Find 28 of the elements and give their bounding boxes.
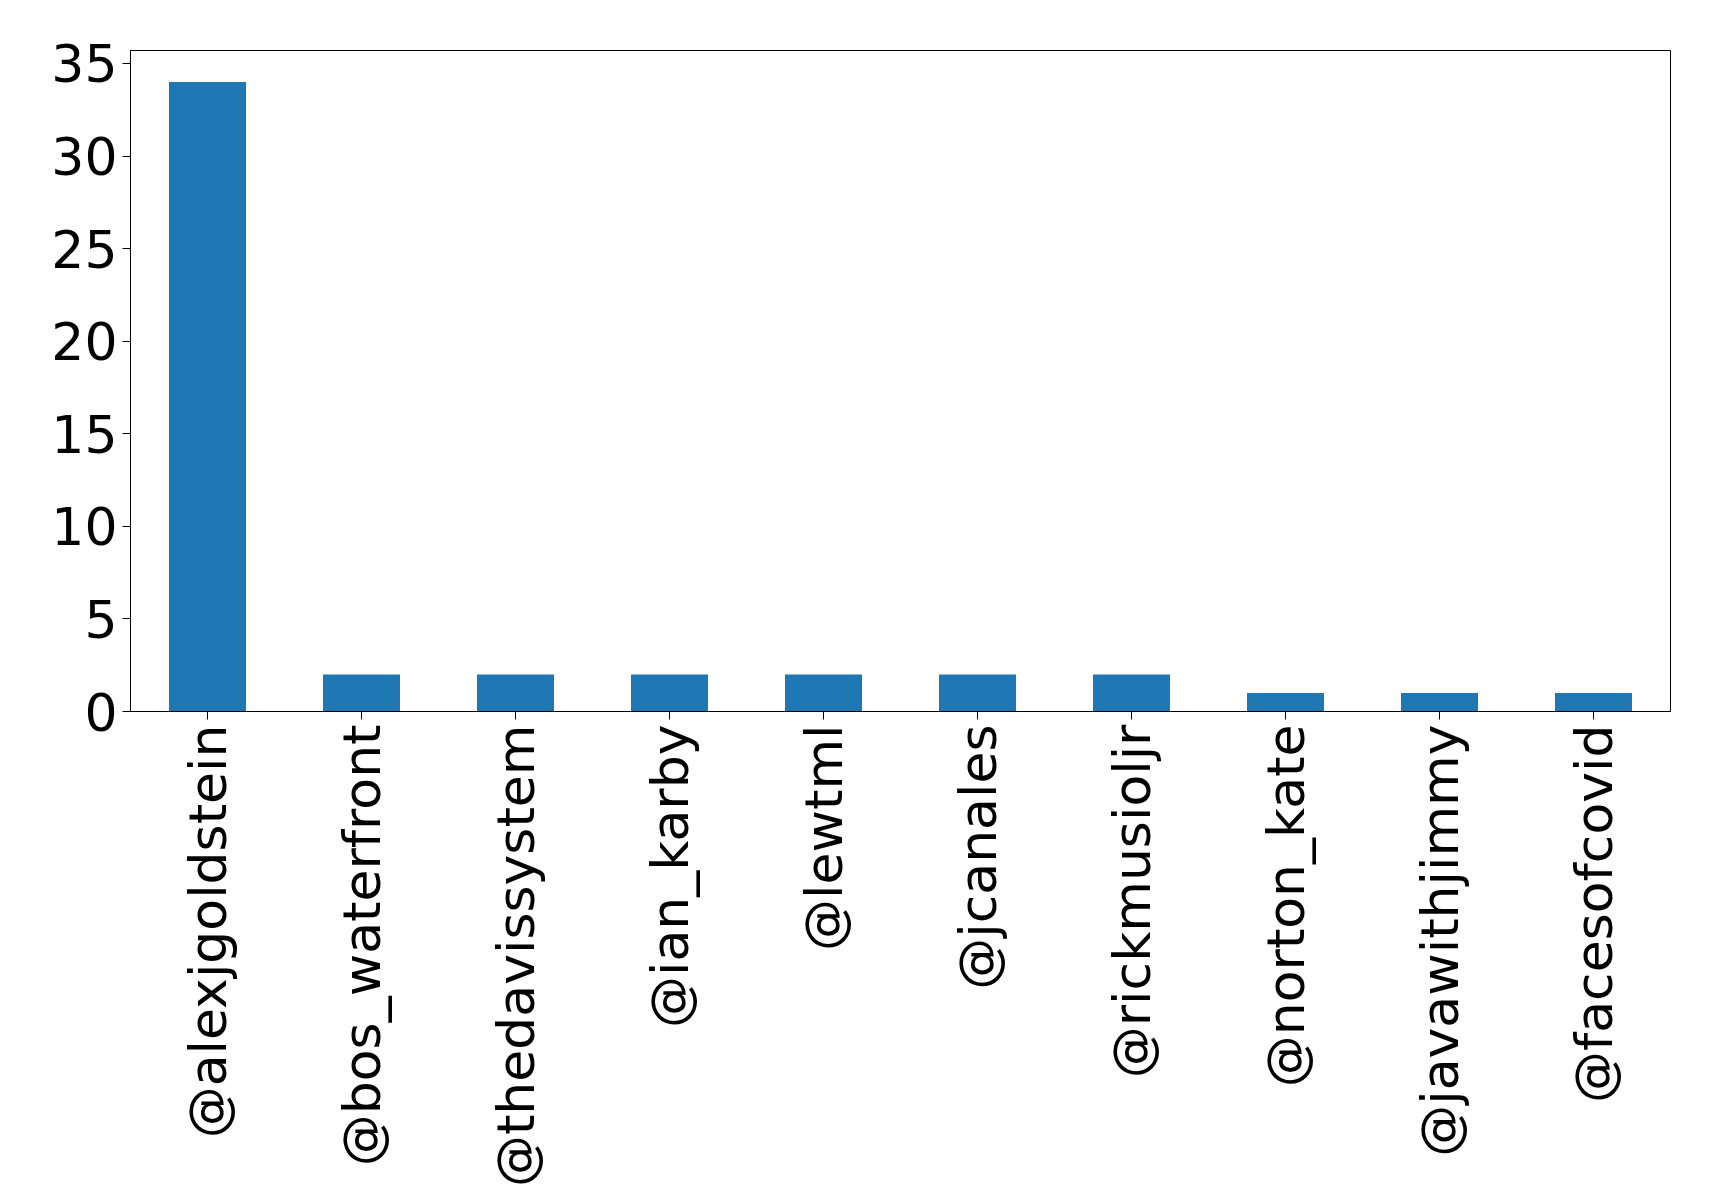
bar xyxy=(1555,692,1632,712)
y-tick-label: 10 xyxy=(51,497,118,558)
y-tick-label: 20 xyxy=(51,312,118,373)
x-tick-label: @jcanales xyxy=(947,724,1008,990)
bar xyxy=(169,81,246,712)
x-tick-label: @rickmusioljr xyxy=(1101,723,1162,1079)
bar xyxy=(1093,674,1170,712)
bar xyxy=(1247,692,1324,712)
y-tick-label: 5 xyxy=(84,589,118,650)
y-tick-label: 25 xyxy=(51,219,118,280)
bar xyxy=(1401,692,1478,712)
y-tick-label: 15 xyxy=(51,404,118,465)
bar xyxy=(631,674,708,712)
bar xyxy=(477,674,554,712)
y-tick-label: 30 xyxy=(51,127,118,188)
x-tick-label: @bos_waterfront xyxy=(331,724,392,1167)
x-tick-label: @javawithjimmy xyxy=(1409,724,1470,1157)
y-tick-label: 35 xyxy=(51,34,118,95)
y-tick-label: 0 xyxy=(84,682,118,743)
bar xyxy=(323,674,400,712)
bar xyxy=(785,674,862,712)
bar xyxy=(939,674,1016,712)
x-tick-label: @norton_kate xyxy=(1255,724,1316,1088)
x-tick-label: @alexjgoldstein xyxy=(177,724,238,1139)
x-tick-label: @facesofcovid xyxy=(1563,724,1624,1104)
x-tick-label: @lewtml xyxy=(793,724,854,951)
x-tick-label: @thedavissystem xyxy=(485,724,546,1188)
x-tick-label: @ian_karby xyxy=(639,724,700,1028)
